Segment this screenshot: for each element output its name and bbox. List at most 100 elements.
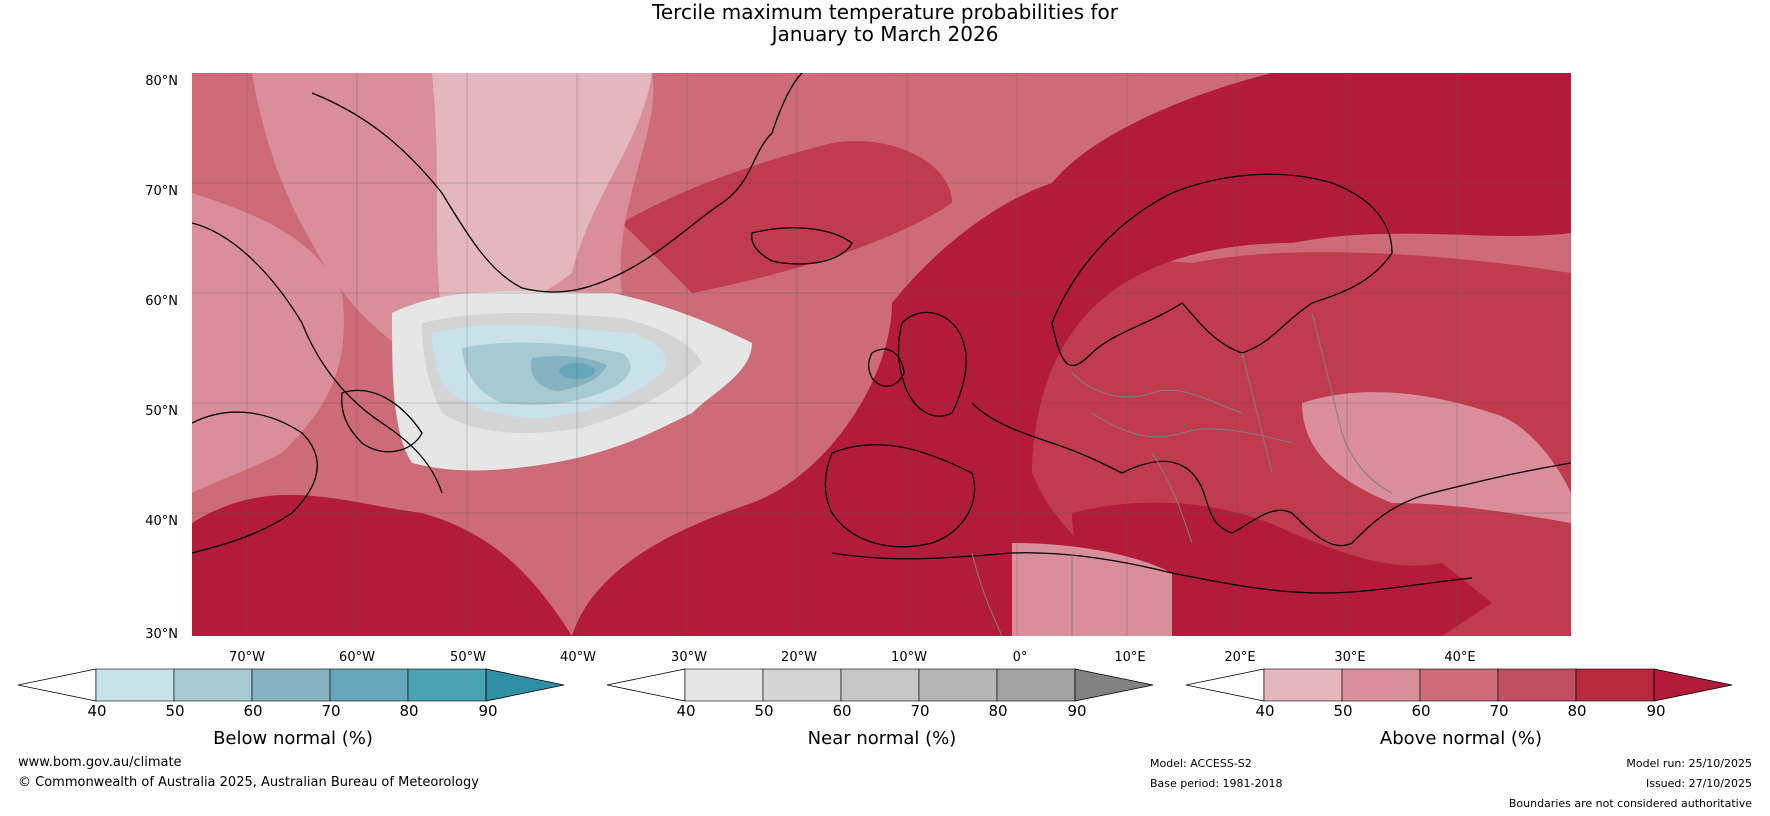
lon-label-40e: 40°E [1444, 650, 1476, 665]
forecast-map [192, 73, 1571, 636]
lat-label-70n: 70°N [145, 184, 178, 199]
iceland-coast [751, 227, 853, 265]
map-title-line-2: January to March 2026 [771, 22, 999, 46]
above-colorbar-low-arrow [1186, 668, 1265, 702]
near-tick-50: 50 [754, 702, 774, 720]
north-africa-50-60-region [1012, 543, 1172, 636]
footer-issued: Issued: 27/10/2025 [1645, 777, 1752, 790]
southwest-80-90-region [192, 494, 572, 636]
above-colorbar-segment [1497, 668, 1577, 702]
europe-border-4 [1311, 312, 1393, 494]
lat-label-50n: 50°N [145, 404, 178, 419]
lon-label-60w: 60°W [339, 650, 375, 665]
lat-label-60n: 60°N [145, 294, 178, 309]
british-isles-coast [897, 311, 967, 417]
below-tick-70: 70 [321, 702, 341, 720]
lon-label-20e: 20°E [1224, 650, 1256, 665]
ireland-coast [867, 348, 905, 387]
lat-label-40n: 40°N [145, 514, 178, 529]
below-colorbar-high-arrow [485, 668, 565, 702]
above-colorbar-segment [1575, 668, 1655, 702]
europe-border-1 [1071, 372, 1243, 414]
above-colorbar-segment [1263, 668, 1343, 702]
above-tick-40: 40 [1255, 702, 1275, 720]
footer-website: www.bom.gov.au/climate [18, 755, 182, 770]
near-normal-title: Near normal (%) [807, 728, 957, 749]
greenland-40-50-region [432, 73, 652, 316]
below-colorbar-segment [407, 668, 487, 702]
below-colorbar-segment [251, 668, 331, 702]
below-normal-colorbar [18, 668, 565, 702]
above-normal-title: Above normal (%) [1379, 728, 1543, 749]
above-tick-60: 60 [1411, 702, 1431, 720]
above-tick-70: 70 [1489, 702, 1509, 720]
near-colorbar-segment [918, 668, 998, 702]
europe-border-2 [1091, 412, 1293, 444]
lon-label-50w: 50°W [450, 650, 486, 665]
atlantic-80-90-region [572, 73, 1571, 636]
footer-base-period: Base period: 1981-2018 [1150, 777, 1283, 790]
below-tick-50: 50 [165, 702, 185, 720]
below-colorbar-low-arrow [18, 668, 97, 702]
iberia-coast [824, 444, 976, 548]
canada-south-coast [192, 411, 318, 554]
footer-copyright: © Commonwealth of Australia 2025, Austra… [18, 775, 479, 790]
footer-model: Model: ACCESS-S2 [1150, 757, 1252, 770]
near-colorbar-segment [996, 668, 1076, 702]
footer-disclaimer: Boundaries are not considered authoritat… [1508, 797, 1752, 810]
above-colorbar-segment [1341, 668, 1421, 702]
below-colorbar-segment [173, 668, 253, 702]
near-colorbar-segment [762, 668, 842, 702]
near-colorbar-segment [684, 668, 764, 702]
mediterranean-80-90-region [1072, 502, 1492, 636]
lon-label-10w: 10°W [891, 650, 927, 665]
europe-border-3 [1241, 352, 1273, 474]
near-colorbar-segment [840, 668, 920, 702]
coastlines [192, 73, 1571, 594]
labrador-coast [192, 222, 443, 494]
map-title-line-1: Tercile maximum temperature probabilitie… [652, 0, 1118, 24]
below-colorbar-segment [329, 668, 409, 702]
near-tick-60: 60 [832, 702, 852, 720]
lat-label-80n: 80°N [145, 74, 178, 89]
lon-label-20w: 20°W [781, 650, 817, 665]
near-colorbar-low-arrow [607, 668, 686, 702]
europe-mainland-coast [971, 402, 1571, 547]
political-borders [971, 312, 1393, 636]
lat-label-30n: 30°N [145, 627, 178, 642]
above-colorbar-high-arrow [1653, 668, 1733, 702]
near-tick-80: 80 [988, 702, 1008, 720]
greenland-coast [311, 73, 803, 293]
near-normal-colorbar [607, 668, 1154, 702]
above-tick-80: 80 [1567, 702, 1587, 720]
near-tick-70: 70 [910, 702, 930, 720]
west-50-60-region [192, 193, 344, 493]
lon-label-40w: 40°W [560, 650, 596, 665]
above-normal-colorbar [1186, 668, 1733, 702]
southeast-50-60-region [1302, 392, 1571, 523]
above-colorbar-segment [1419, 668, 1499, 702]
lon-label-30e: 30°E [1334, 650, 1366, 665]
below-tick-80: 80 [399, 702, 419, 720]
below-normal-title: Below normal (%) [213, 728, 373, 749]
below-tick-40: 40 [87, 702, 107, 720]
lon-label-10e: 10°E [1114, 650, 1146, 665]
lon-label-30w: 30°W [671, 650, 707, 665]
near-tick-90: 90 [1067, 702, 1087, 720]
below-tick-90: 90 [478, 702, 498, 720]
europe-border-5 [1151, 452, 1193, 544]
lon-label-70w: 70°W [229, 650, 265, 665]
above-tick-90: 90 [1646, 702, 1666, 720]
near-tick-40: 40 [676, 702, 696, 720]
footer-model-run: Model run: 25/10/2025 [1626, 757, 1752, 770]
africa-border-1 [971, 552, 1003, 636]
below-colorbar-segment [95, 668, 175, 702]
north-atlantic-80-90-region [622, 141, 952, 293]
near-colorbar-high-arrow [1074, 668, 1154, 702]
newfoundland-coast [341, 389, 423, 453]
above-tick-50: 50 [1333, 702, 1353, 720]
scandinavia-coast [1051, 173, 1393, 367]
below-tick-60: 60 [243, 702, 263, 720]
lon-label-0: 0° [1012, 650, 1028, 665]
north-africa-coast [831, 552, 1473, 594]
